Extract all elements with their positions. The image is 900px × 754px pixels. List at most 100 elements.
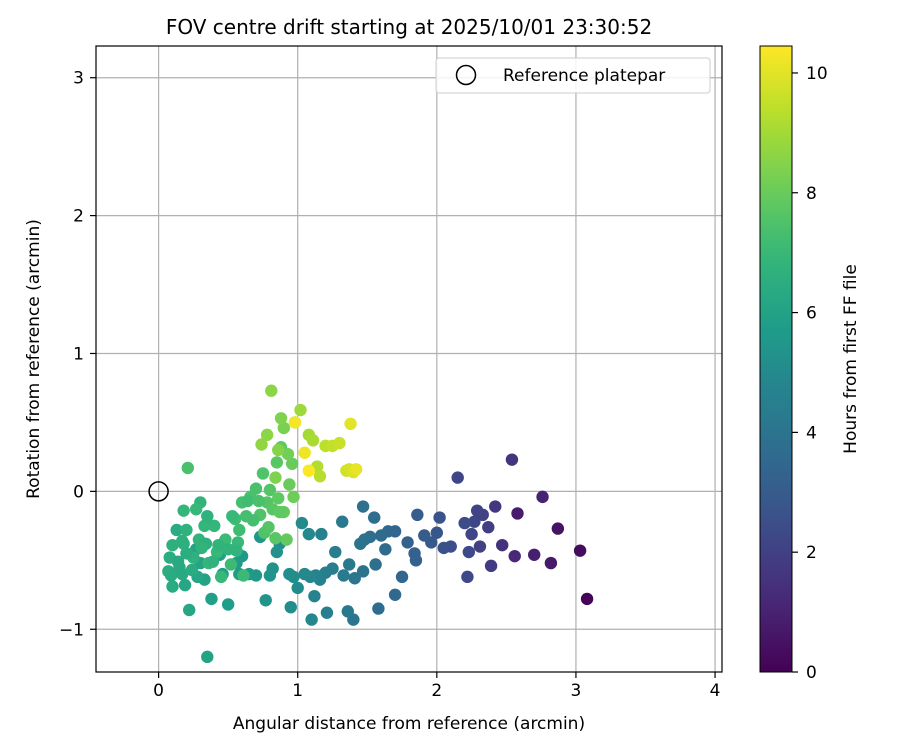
data-point <box>283 478 296 491</box>
data-point <box>333 436 346 450</box>
data-point <box>451 471 464 484</box>
legend-marker-open-circle <box>455 64 477 86</box>
data-point <box>348 572 361 585</box>
data-point <box>306 434 320 447</box>
data-point <box>302 527 316 541</box>
data-point <box>255 438 268 451</box>
data-point <box>401 536 414 549</box>
data-point <box>482 521 495 534</box>
data-point <box>189 503 203 516</box>
data-point <box>260 428 274 442</box>
data-point <box>170 523 183 537</box>
data-point <box>256 467 270 480</box>
data-point <box>528 548 541 561</box>
data-point <box>337 569 350 582</box>
data-point <box>470 504 484 517</box>
data-point <box>270 545 284 559</box>
colorbar-tick-label: 6 <box>806 304 817 324</box>
data-point <box>496 538 509 552</box>
data-point <box>259 594 272 607</box>
data-point <box>536 490 549 504</box>
data-point <box>465 527 478 541</box>
data-point <box>277 421 290 435</box>
data-point <box>291 581 304 595</box>
data-point <box>305 613 318 626</box>
colorbar-tick-label: 10 <box>806 64 828 84</box>
data-point <box>269 532 282 545</box>
data-point <box>489 500 502 513</box>
data-point <box>270 456 284 469</box>
data-point <box>379 543 392 556</box>
data-point <box>484 559 498 573</box>
legend: Reference platepar <box>435 57 711 94</box>
data-point <box>183 603 196 617</box>
y-tick-label: 2 <box>73 207 84 227</box>
data-point <box>544 556 558 570</box>
data-point <box>224 558 238 571</box>
data-point <box>206 555 220 568</box>
data-point <box>201 509 214 523</box>
data-point <box>395 570 409 584</box>
x-axis-ticks: 0 1 2 3 4 <box>153 672 720 701</box>
data-point <box>287 490 300 504</box>
data-point <box>252 494 265 508</box>
data-point <box>177 504 190 517</box>
data-point <box>185 563 199 577</box>
data-point <box>265 384 278 397</box>
data-point <box>294 403 307 417</box>
data-point <box>208 519 221 533</box>
legend-box <box>435 57 711 94</box>
data-point <box>551 522 565 535</box>
data-point <box>409 554 423 567</box>
data-point <box>241 494 254 508</box>
chart-title: FOV centre drift starting at 2025/10/01 … <box>166 15 652 39</box>
data-point <box>388 588 402 601</box>
data-point <box>295 516 309 530</box>
colorbar-tick-label: 4 <box>806 423 817 443</box>
data-point <box>230 544 243 557</box>
reference-platepar-marker <box>148 481 169 502</box>
data-point <box>372 602 385 615</box>
colorbar-gradient <box>759 45 793 673</box>
data-point <box>336 515 349 528</box>
data-point <box>281 447 295 461</box>
data-point <box>288 416 302 429</box>
data-point <box>302 464 316 477</box>
data-point <box>180 547 193 560</box>
data-point <box>274 412 288 425</box>
data-point <box>349 463 363 476</box>
x-tick-label: 1 <box>292 681 303 701</box>
data-point <box>468 515 481 528</box>
data-point <box>195 541 208 555</box>
data-points <box>148 384 594 664</box>
data-point <box>320 606 334 619</box>
data-point <box>458 516 471 530</box>
data-point <box>263 483 277 497</box>
data-point <box>171 555 185 568</box>
data-point <box>511 507 524 520</box>
data-point <box>205 592 218 606</box>
data-point <box>272 443 285 457</box>
data-point <box>433 511 446 524</box>
data-point <box>411 508 424 522</box>
data-point <box>329 545 342 559</box>
data-point <box>166 580 179 593</box>
data-point <box>178 578 192 592</box>
data-point <box>473 540 487 553</box>
data-point <box>181 461 195 475</box>
data-point <box>164 569 178 582</box>
data-point <box>580 592 594 606</box>
data-point <box>418 529 431 542</box>
x-axis-label: Angular distance from reference (arcmin) <box>233 714 585 734</box>
data-point <box>342 558 356 571</box>
x-tick-label: 4 <box>710 681 721 701</box>
data-point <box>246 514 260 527</box>
colorbar-label: Hours from first FF file <box>841 264 861 454</box>
x-tick-label: 0 <box>153 681 164 701</box>
data-point <box>198 519 211 533</box>
data-point <box>356 565 370 578</box>
data-point <box>233 523 246 537</box>
data-point <box>369 558 382 571</box>
colorbar-tick-label: 2 <box>806 543 817 563</box>
